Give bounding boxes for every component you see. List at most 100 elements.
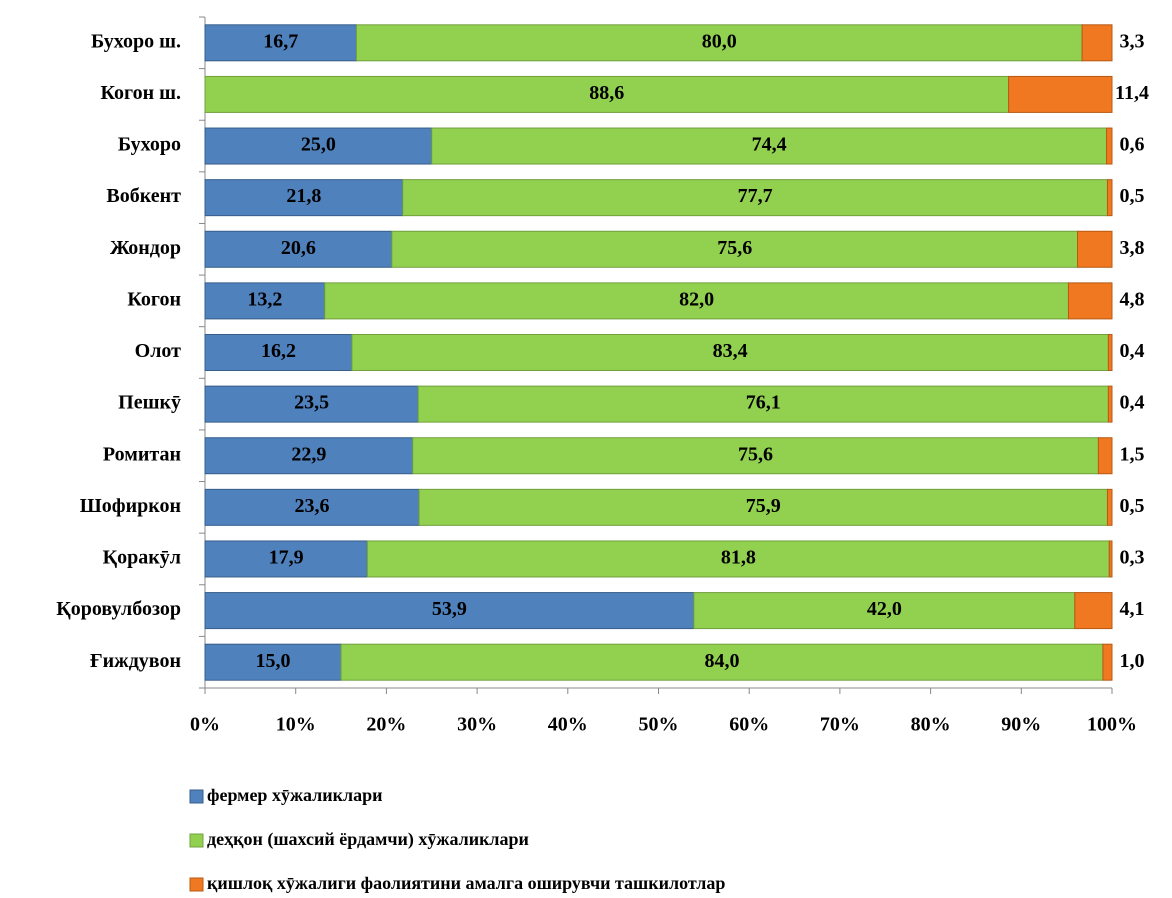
value-label: 75,9 [746, 495, 781, 517]
bar-segment [204, 127, 433, 165]
legend-swatch [189, 789, 204, 804]
value-label: 17,9 [269, 547, 304, 569]
y-tick-label: Когон [127, 288, 181, 310]
bar-segment [417, 385, 1109, 423]
bar-segment [204, 488, 420, 526]
value-label: 21,8 [286, 185, 321, 207]
bar-segment [204, 282, 326, 320]
y-tick-label: Бухоро ш. [91, 30, 181, 52]
value-label: 15,0 [256, 650, 291, 672]
bar-segment [693, 592, 1076, 630]
bar-segment [340, 643, 1104, 681]
bar-segment [204, 643, 342, 681]
x-tick-label: 50% [639, 714, 679, 736]
value-label: 81,8 [721, 547, 756, 569]
bar-segment [204, 75, 1010, 113]
y-tick-label: Олот [135, 340, 182, 362]
y-tick-label: Шофиркон [80, 495, 181, 517]
value-label: 23,5 [294, 392, 329, 414]
bar-segment [1008, 75, 1113, 113]
bar-segment [1106, 179, 1113, 217]
bar-segment [1067, 282, 1113, 320]
value-label: 74,4 [752, 134, 787, 156]
bar-segment [418, 488, 1108, 526]
value-label: 4,1 [1120, 598, 1145, 620]
bar-segment [431, 127, 1108, 165]
value-label: 1,5 [1120, 443, 1145, 465]
bar-segment [412, 437, 1099, 475]
x-tick-label: 20% [366, 714, 406, 736]
bar-segment [204, 385, 419, 423]
x-tick-label: 80% [911, 714, 951, 736]
value-label: 88,6 [589, 82, 624, 104]
value-label: 83,4 [713, 340, 748, 362]
value-label: 0,5 [1120, 185, 1145, 207]
y-tick-label: Жондор [110, 237, 181, 259]
value-label: 0,4 [1120, 392, 1145, 414]
value-label: 53,9 [432, 598, 467, 620]
bar-segment [351, 334, 1109, 371]
y-tick-label: Қоракӯл [103, 547, 181, 569]
legend-label: фермер хӯжаликлари [207, 785, 382, 805]
bar-segment [391, 230, 1079, 268]
y-tick-label: Ромитан [103, 443, 181, 465]
bar-segment [324, 282, 1069, 320]
value-label: 76,1 [746, 392, 781, 414]
bar-segment [1077, 230, 1113, 268]
bar-segment [204, 230, 393, 268]
bar-segment [402, 179, 1108, 217]
bar-segment [366, 540, 1110, 578]
x-tick-label: 10% [276, 714, 316, 736]
bar-segment [204, 179, 404, 217]
y-tick-label: Вобкент [106, 185, 181, 207]
bar-segment [1106, 127, 1113, 165]
bar-segment [204, 592, 695, 630]
value-label: 13,2 [247, 288, 282, 310]
y-tick-label: Пешкӯ [118, 392, 181, 414]
value-label: 84,0 [704, 650, 739, 672]
x-tick-label: 90% [1001, 714, 1041, 736]
bar-segment [1074, 592, 1113, 630]
y-tick-label: Когон ш. [101, 82, 182, 104]
value-label: 0,6 [1120, 134, 1145, 156]
y-tick-label: Ғиждувон [90, 650, 181, 672]
value-label: 3,8 [1120, 237, 1145, 259]
x-tick-label: 100% [1087, 714, 1137, 736]
value-label: 42,0 [867, 598, 902, 620]
value-label: 1,0 [1120, 650, 1145, 672]
y-tick-label: Бухоро [118, 134, 181, 156]
bar-segment [204, 540, 368, 578]
bar-segment [1081, 24, 1113, 62]
value-label: 4,8 [1120, 288, 1145, 310]
value-label: 16,2 [261, 340, 296, 362]
x-tick-label: 30% [457, 714, 497, 736]
value-label: 0,4 [1120, 340, 1145, 362]
x-tick-label: 60% [729, 714, 769, 736]
y-tick-label: Қоровулбозор [56, 598, 181, 620]
value-label: 11,4 [1115, 82, 1149, 104]
value-label: 0,3 [1120, 547, 1145, 569]
legend-swatch [189, 833, 204, 848]
bar-segment [1107, 334, 1113, 371]
bar-segment [1108, 540, 1113, 578]
value-label: 0,5 [1120, 495, 1145, 517]
value-label: 25,0 [301, 134, 336, 156]
bar-segment [1107, 385, 1113, 423]
value-label: 82,0 [679, 288, 714, 310]
value-label: 80,0 [702, 30, 737, 52]
value-label: 75,6 [717, 237, 752, 259]
x-tick-label: 70% [820, 714, 860, 736]
legend-label: қишлоқ хӯжалиги фаолиятини амалга оширув… [207, 873, 725, 893]
value-label: 23,6 [295, 495, 330, 517]
bar-segment [204, 334, 353, 371]
value-label: 20,6 [281, 237, 316, 259]
legend-swatch [189, 877, 204, 892]
bar-segment [1102, 643, 1113, 681]
legend-label: деҳқон (шахсий ёрдамчи) хӯжаликлари [207, 829, 529, 850]
x-tick-label: 0% [190, 714, 220, 736]
value-label: 75,6 [738, 443, 773, 465]
bar-segment [1097, 437, 1113, 475]
value-label: 3,3 [1120, 30, 1145, 52]
value-label: 22,9 [291, 443, 326, 465]
